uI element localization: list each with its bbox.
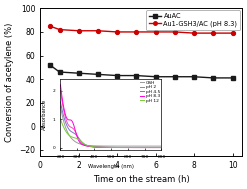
Au1-GSH3/AC (pH 8.3) xyxy=(212,32,215,34)
Legend: AuAC, Au1-GSH3/AC (pH 8.3): AuAC, Au1-GSH3/AC (pH 8.3) xyxy=(146,10,240,30)
AuAC xyxy=(193,76,196,78)
AuAC xyxy=(116,74,119,77)
AuAC xyxy=(58,71,61,73)
Au1-GSH3/AC (pH 8.3) xyxy=(97,30,100,32)
Line: Au1-GSH3/AC (pH 8.3): Au1-GSH3/AC (pH 8.3) xyxy=(48,24,234,35)
AuAC xyxy=(135,74,138,77)
Au1-GSH3/AC (pH 8.3) xyxy=(173,31,176,33)
Au1-GSH3/AC (pH 8.3) xyxy=(193,32,196,34)
AuAC xyxy=(231,77,234,79)
Au1-GSH3/AC (pH 8.3) xyxy=(231,32,234,34)
Au1-GSH3/AC (pH 8.3) xyxy=(77,30,80,32)
Au1-GSH3/AC (pH 8.3) xyxy=(154,31,157,33)
Line: AuAC: AuAC xyxy=(48,63,234,80)
X-axis label: Time on the stream (h): Time on the stream (h) xyxy=(93,175,190,184)
AuAC xyxy=(212,77,215,79)
Au1-GSH3/AC (pH 8.3) xyxy=(58,29,61,31)
AuAC xyxy=(48,64,51,66)
AuAC xyxy=(77,72,80,74)
AuAC xyxy=(97,73,100,76)
Au1-GSH3/AC (pH 8.3) xyxy=(135,31,138,33)
Au1-GSH3/AC (pH 8.3) xyxy=(48,25,51,27)
AuAC xyxy=(154,76,157,78)
AuAC xyxy=(173,76,176,78)
Au1-GSH3/AC (pH 8.3) xyxy=(116,31,119,33)
Y-axis label: Conversion of acetylene (%): Conversion of acetylene (%) xyxy=(5,22,14,142)
